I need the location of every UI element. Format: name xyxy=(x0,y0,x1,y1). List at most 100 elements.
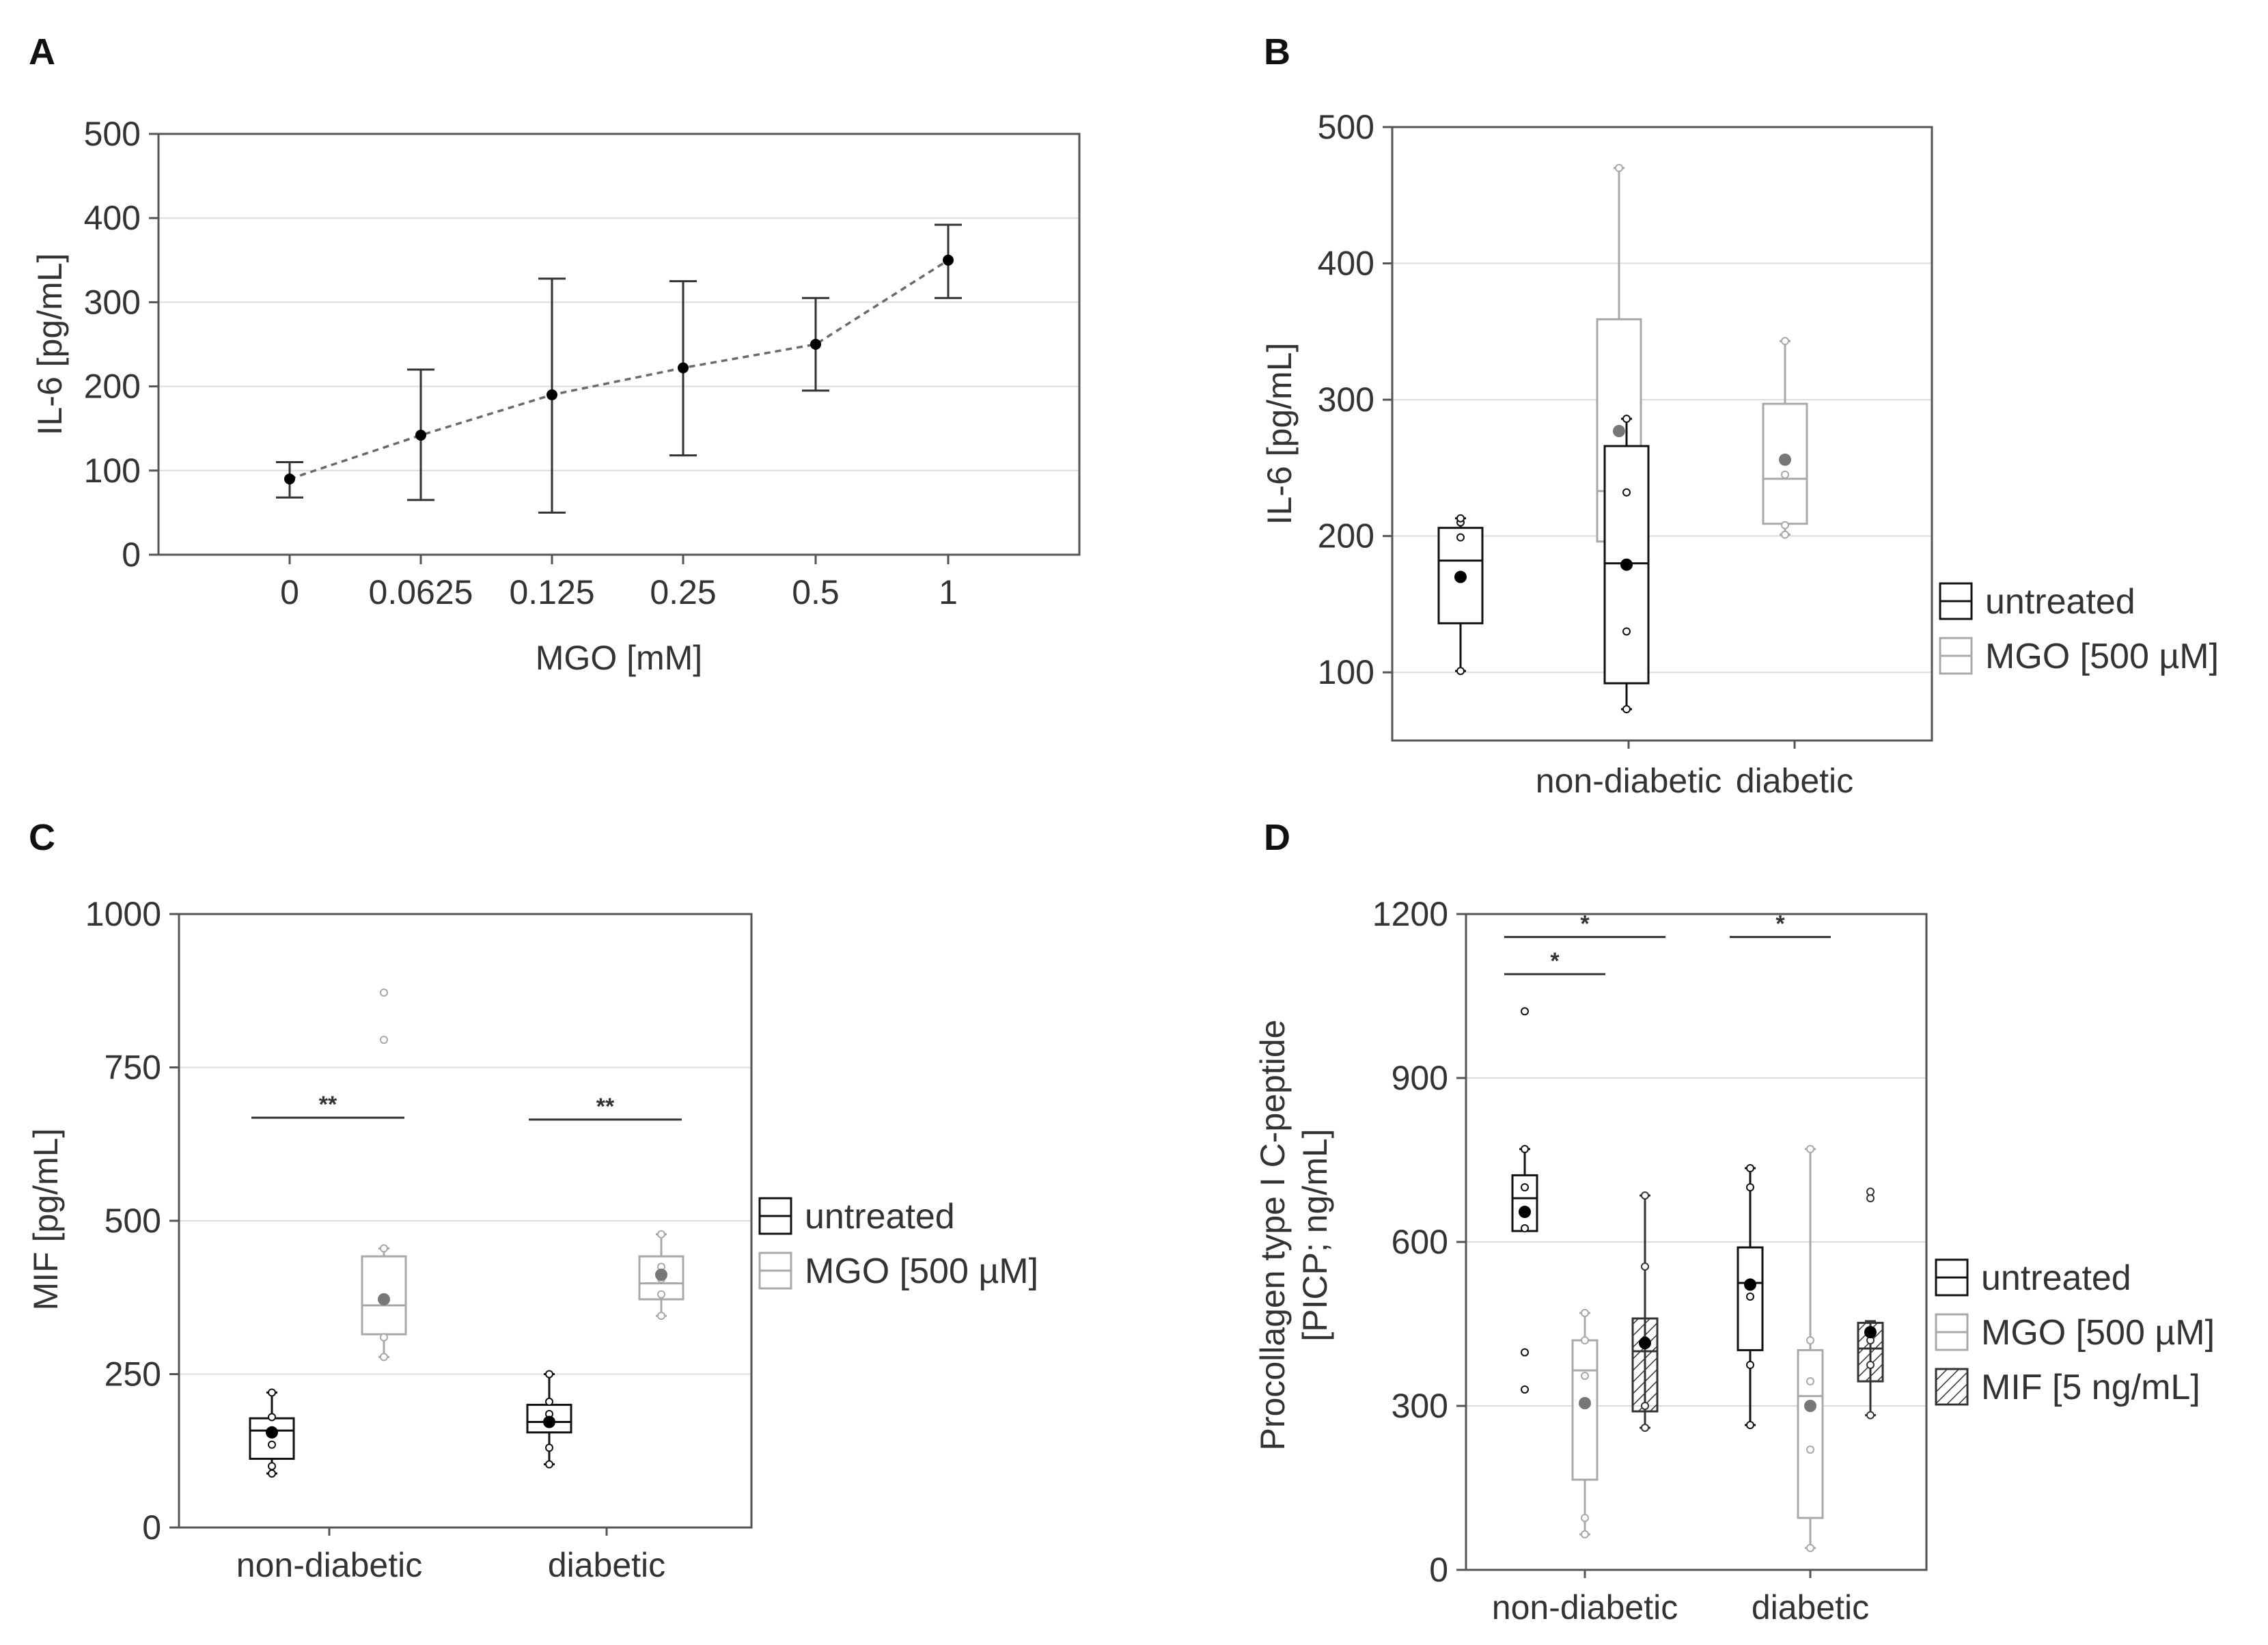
data-point xyxy=(1781,521,1789,529)
y-axis-label: IL-6 [pg/mL] xyxy=(1260,343,1299,525)
box-mean xyxy=(1864,1326,1877,1338)
series-line xyxy=(289,259,949,480)
box-mean xyxy=(655,1269,667,1282)
y-tick-label: 300 xyxy=(1392,1387,1448,1425)
data-point xyxy=(1581,1336,1589,1344)
data-point xyxy=(1866,1361,1875,1369)
data-point xyxy=(1641,1402,1649,1410)
box-mean xyxy=(1779,453,1791,466)
significance-label: * xyxy=(1580,911,1590,937)
box-mean xyxy=(1454,570,1467,583)
data-point xyxy=(268,1413,276,1422)
data-point xyxy=(1746,1421,1754,1429)
significance-label: ** xyxy=(596,1094,615,1120)
data-point xyxy=(268,1388,276,1397)
data-point xyxy=(1581,1514,1589,1522)
plot-frame xyxy=(178,913,753,1529)
data-point xyxy=(1806,1544,1814,1552)
y-tick-label: 300 xyxy=(1318,381,1374,419)
y-tick-label: 100 xyxy=(84,452,141,490)
data-point xyxy=(1622,488,1631,497)
y-axis-label: Procollagen type I C-peptide [PICP; ng/mL… xyxy=(1254,1020,1334,1451)
data-point xyxy=(545,1460,553,1469)
x-tick-label: non-diabetic xyxy=(1536,762,1721,800)
significance-label: ** xyxy=(319,1092,337,1118)
box xyxy=(1631,1317,1659,1413)
significance-label: * xyxy=(1775,911,1785,937)
y-tick-label: 0 xyxy=(122,536,141,574)
x-tick-label: diabetic xyxy=(1736,762,1853,800)
data-point xyxy=(1866,1411,1875,1420)
data-point xyxy=(1746,1361,1754,1369)
legend-label: untreated xyxy=(1981,1258,2131,1298)
data-point xyxy=(1806,1377,1814,1385)
legend-label: MGO [500 µM] xyxy=(805,1252,1038,1291)
y-tick-label: 300 xyxy=(84,283,141,321)
plot-frame xyxy=(1465,913,1928,1571)
data-point xyxy=(1622,415,1631,424)
legend-label: MIF [5 ng/mL] xyxy=(1981,1368,2200,1407)
data-point xyxy=(380,988,388,997)
legend-label: MGO [500 µM] xyxy=(1985,637,2219,676)
data-point xyxy=(547,389,557,400)
panel-b: B 100 200 300 400 500 IL-6 [pg/mL] non-diabetic… xyxy=(1260,31,2219,800)
y-tick-label: 250 xyxy=(105,1355,161,1394)
box-mean xyxy=(1744,1278,1756,1291)
legend-label: untreated xyxy=(805,1197,955,1236)
data-point xyxy=(657,1230,665,1239)
x-tick-label: non-diabetic xyxy=(236,1546,422,1584)
data-point xyxy=(1866,1187,1875,1196)
data-point xyxy=(268,1440,276,1449)
box-mean xyxy=(1613,425,1625,438)
data-point xyxy=(545,1443,553,1452)
panel-d: D 0 300 600 900 1200 Procollagen type I C-pept… xyxy=(1254,817,2215,1627)
data-point xyxy=(1641,1262,1649,1271)
x-tick-label: 0 xyxy=(280,573,299,611)
data-point xyxy=(284,473,295,485)
data-point xyxy=(268,1462,276,1471)
panel-letter: B xyxy=(1264,31,1290,72)
y-axis-label-line: [PICP; ng/mL] xyxy=(1296,1129,1334,1341)
box xyxy=(1797,1349,1824,1519)
data-point xyxy=(545,1370,553,1379)
data-point xyxy=(1521,1145,1529,1153)
data-point xyxy=(1806,1446,1814,1454)
box-mean xyxy=(1639,1337,1651,1349)
legend-label: untreated xyxy=(1985,582,2135,622)
data-point xyxy=(810,339,821,350)
y-tick-label: 500 xyxy=(84,115,141,153)
box-mean xyxy=(1620,558,1633,571)
box xyxy=(1571,1339,1599,1481)
y-tick-label: 200 xyxy=(1318,517,1374,555)
data-point xyxy=(1806,1145,1814,1153)
x-tick-label: non-diabetic xyxy=(1492,1588,1678,1627)
data-point xyxy=(380,1244,388,1253)
data-point xyxy=(1521,1183,1529,1191)
panel-letter: D xyxy=(1264,817,1290,858)
y-tick-label: 400 xyxy=(84,199,141,237)
plot-frame xyxy=(157,133,1081,556)
data-point xyxy=(1521,1224,1529,1232)
data-point xyxy=(943,254,954,266)
legend-swatch xyxy=(1935,1368,1969,1406)
y-tick-label: 0 xyxy=(142,1508,161,1547)
x-tick-label: 0.0625 xyxy=(369,573,473,611)
box-mean xyxy=(1519,1206,1531,1218)
panel-letter: A xyxy=(29,31,55,72)
y-tick-label: 400 xyxy=(1318,245,1374,283)
y-tick-label: 500 xyxy=(105,1202,161,1240)
x-axis-label: MGO [mM] xyxy=(536,639,702,677)
data-point xyxy=(1641,1424,1649,1432)
box-mean xyxy=(1804,1400,1816,1412)
data-point xyxy=(380,1036,388,1045)
x-tick-label: diabetic xyxy=(1752,1588,1869,1627)
y-tick-label: 900 xyxy=(1392,1059,1448,1097)
plot-frame xyxy=(1391,126,1933,742)
y-axis-label: IL-6 [pg/mL] xyxy=(31,253,69,436)
box-mean xyxy=(1579,1397,1591,1409)
data-point xyxy=(1615,163,1623,172)
data-point xyxy=(1781,530,1789,539)
data-point xyxy=(1781,337,1789,346)
panel-c: C 0 250 500 750 1000 MIF [pg/mL] non-diabetic di… xyxy=(27,817,1038,1584)
data-point xyxy=(380,1353,388,1361)
